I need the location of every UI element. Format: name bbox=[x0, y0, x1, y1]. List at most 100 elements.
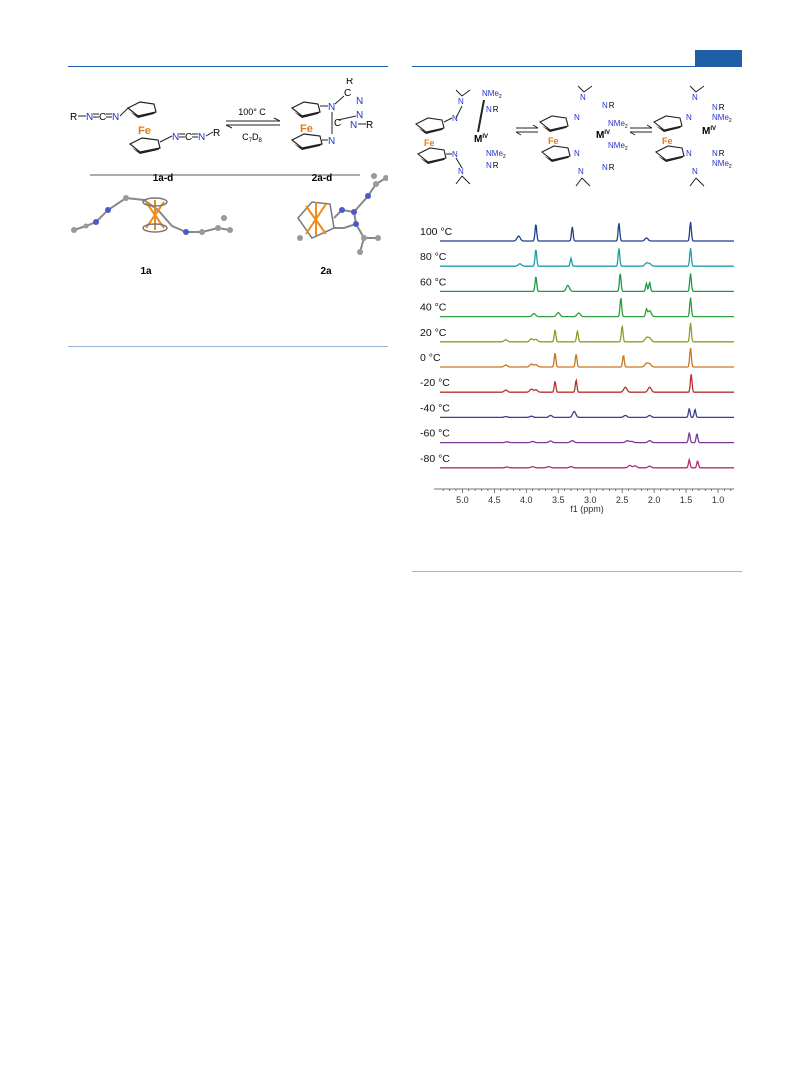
spectrum-trace bbox=[440, 221, 734, 242]
svg-text:N: N bbox=[692, 93, 698, 102]
svg-text:N: N bbox=[86, 112, 93, 123]
vt-nmr-spectra-chart: 100 °C 80 °C 60 °C 40 °C 20 °C 0 °C -20 °C -40 … bbox=[420, 221, 734, 514]
svg-text:R: R bbox=[70, 112, 77, 123]
x-tick-label: 3.0 bbox=[584, 495, 597, 505]
svg-text:NMe2: NMe2 bbox=[482, 89, 502, 100]
x-tick-label: 2.0 bbox=[648, 495, 661, 505]
complex-2: Fe N N N N MIV NR NMe2 NMe2 NR bbox=[538, 85, 628, 187]
crystal-structure-2a bbox=[297, 173, 388, 255]
spectrum-trace bbox=[440, 273, 734, 293]
svg-text:NR: NR bbox=[602, 163, 615, 172]
svg-text:N: N bbox=[452, 114, 458, 123]
svg-text:N: N bbox=[328, 136, 335, 147]
header-rule-left bbox=[68, 66, 388, 67]
series-label: -60 °C bbox=[420, 428, 450, 440]
series-label: 60 °C bbox=[420, 276, 447, 288]
figure-rule-left bbox=[68, 346, 388, 347]
spectrum-trace bbox=[440, 432, 734, 444]
svg-text:N: N bbox=[578, 167, 584, 176]
svg-text:R: R bbox=[366, 120, 373, 131]
svg-text:Fe: Fe bbox=[138, 125, 151, 137]
svg-text:N: N bbox=[686, 113, 692, 122]
series-label: 0 °C bbox=[420, 352, 441, 364]
svg-text:NMe2: NMe2 bbox=[486, 149, 506, 160]
spectrum-trace bbox=[440, 322, 734, 343]
svg-text:C7D8: C7D8 bbox=[242, 132, 262, 144]
x-tick-label: 4.5 bbox=[488, 495, 501, 505]
svg-text:MIV: MIV bbox=[702, 126, 716, 137]
svg-text:N: N bbox=[686, 149, 692, 158]
svg-text:N: N bbox=[458, 167, 464, 176]
svg-text:NR: NR bbox=[486, 161, 499, 170]
series-label: 80 °C bbox=[420, 251, 447, 263]
svg-text:NR: NR bbox=[712, 103, 725, 112]
svg-text:C: C bbox=[99, 112, 106, 123]
series-label: 100 °C bbox=[420, 226, 453, 238]
svg-text:NMe2: NMe2 bbox=[608, 141, 628, 152]
svg-text:C: C bbox=[185, 132, 192, 143]
x-tick-label: 1.5 bbox=[680, 495, 693, 505]
svg-text:N: N bbox=[692, 167, 698, 176]
svg-text:N: N bbox=[328, 102, 335, 113]
svg-text:100° C: 100° C bbox=[238, 107, 266, 117]
svg-text:NR: NR bbox=[602, 101, 615, 110]
svg-text:Fe: Fe bbox=[548, 136, 559, 146]
reactant-structure: R N C N Fe N C N R bbox=[70, 101, 220, 154]
reaction-scheme: R N C N Fe N C N R 100° C C7D8 Fe bbox=[70, 78, 388, 277]
svg-text:N: N bbox=[458, 97, 464, 106]
metal-complex-scheme: Fe N N N N MIV NMe2 NR NMe2 NR Fe N N N … bbox=[414, 85, 732, 187]
svg-text:Fe: Fe bbox=[662, 136, 673, 146]
complex-3: Fe N N N N MIV NR NMe2 NR NMe2 bbox=[652, 85, 732, 187]
label-2a: 2a bbox=[320, 266, 332, 277]
figure-rule-right bbox=[412, 571, 742, 572]
x-tick-label: 3.5 bbox=[552, 495, 565, 505]
label-1a: 1a bbox=[140, 266, 152, 277]
series-label: 40 °C bbox=[420, 302, 447, 314]
complex-1: Fe N N N N MIV NMe2 NR NMe2 NR bbox=[414, 89, 506, 185]
header-tab bbox=[695, 50, 742, 66]
svg-text:R: R bbox=[346, 78, 353, 87]
series-label: -40 °C bbox=[420, 402, 450, 414]
x-tick-label: 4.0 bbox=[520, 495, 533, 505]
label-2a-d: 2a-d bbox=[312, 173, 333, 184]
series-label: -80 °C bbox=[420, 453, 450, 465]
label-1a-d: 1a-d bbox=[153, 173, 174, 184]
spectrum-trace bbox=[440, 408, 734, 419]
svg-text:N: N bbox=[356, 96, 363, 107]
equilibrium-arrow: 100° C C7D8 bbox=[225, 107, 281, 144]
header-rule-right bbox=[412, 66, 742, 67]
svg-text:N: N bbox=[452, 150, 458, 159]
svg-text:R: R bbox=[213, 128, 220, 139]
x-tick-label: 1.0 bbox=[712, 495, 725, 505]
equilibrium-arrow-1 bbox=[515, 124, 539, 136]
crystal-structure-1a bbox=[71, 195, 233, 235]
svg-text:Fe: Fe bbox=[300, 123, 313, 135]
svg-text:N: N bbox=[356, 110, 363, 121]
svg-text:N: N bbox=[574, 113, 580, 122]
spectrum-trace bbox=[440, 374, 734, 393]
spectrum-trace bbox=[440, 297, 734, 318]
svg-text:NMe2: NMe2 bbox=[712, 113, 732, 124]
series-label: 20 °C bbox=[420, 327, 447, 339]
spectrum-trace bbox=[440, 248, 734, 267]
svg-text:C: C bbox=[344, 88, 351, 99]
svg-text:Fe: Fe bbox=[424, 138, 435, 148]
series-label: -20 °C bbox=[420, 377, 450, 389]
spectrum-trace bbox=[440, 347, 734, 368]
svg-text:N: N bbox=[574, 149, 580, 158]
spectrum-trace bbox=[440, 457, 734, 469]
x-tick-label: 2.5 bbox=[616, 495, 629, 505]
svg-text:NMe2: NMe2 bbox=[712, 159, 732, 170]
product-structure: Fe N N C C R N N N R bbox=[290, 78, 373, 150]
svg-text:N: N bbox=[172, 132, 179, 143]
svg-text:NR: NR bbox=[712, 149, 725, 158]
svg-text:N: N bbox=[198, 132, 205, 143]
svg-text:MIV: MIV bbox=[474, 134, 488, 145]
svg-text:N: N bbox=[112, 112, 119, 123]
equilibrium-arrow-2 bbox=[629, 124, 653, 136]
svg-text:N: N bbox=[350, 120, 357, 131]
x-axis-label: f1 (ppm) bbox=[570, 504, 604, 514]
svg-text:C: C bbox=[334, 118, 341, 129]
svg-text:N: N bbox=[580, 93, 586, 102]
svg-text:NMe2: NMe2 bbox=[608, 119, 628, 130]
